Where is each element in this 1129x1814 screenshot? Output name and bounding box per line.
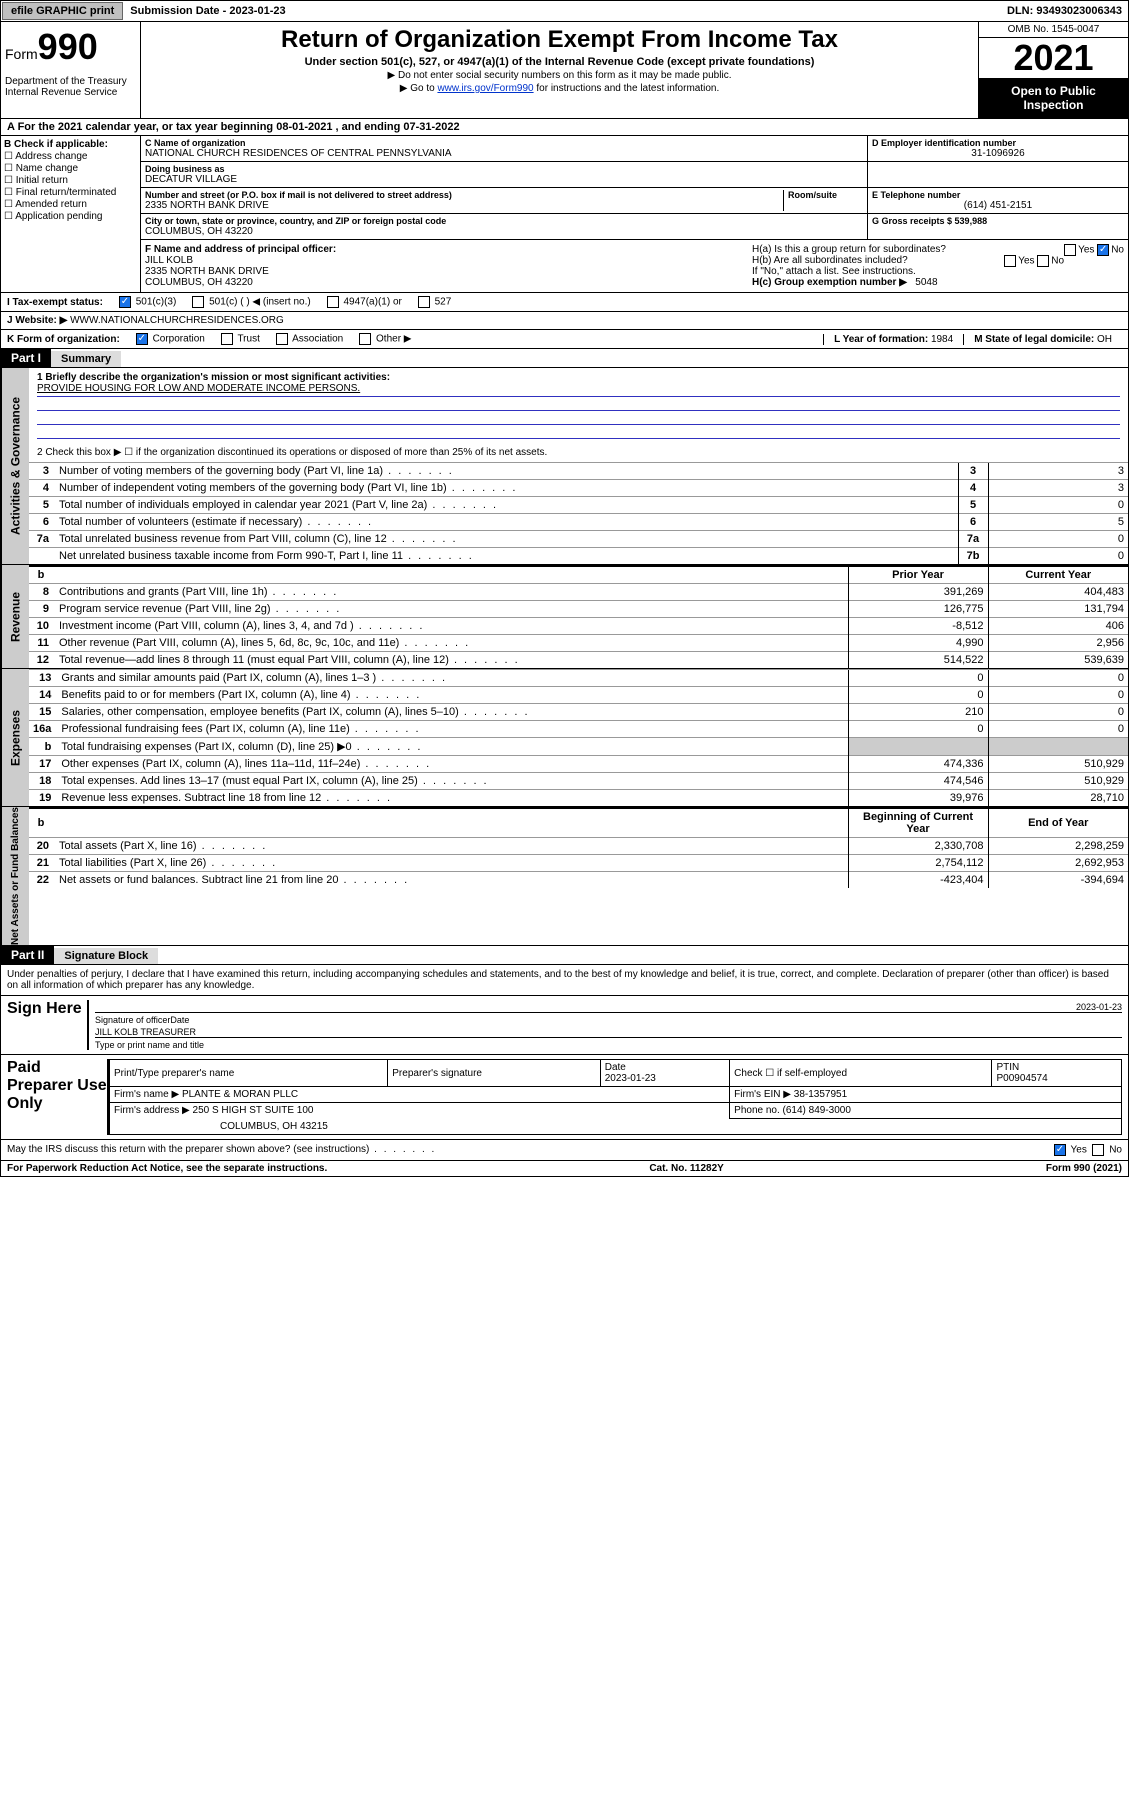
ck-4947[interactable] xyxy=(327,296,339,308)
omb-number: OMB No. 1545-0047 xyxy=(979,22,1128,38)
irs-link[interactable]: www.irs.gov/Form990 xyxy=(437,83,533,94)
ssn-note: ▶ Do not enter social security numbers o… xyxy=(147,70,972,81)
section-netassets: Net Assets or Fund Balances bBeginning o… xyxy=(0,807,1129,946)
tax-year: 2021 xyxy=(979,38,1128,78)
ck-amended[interactable]: ☐ Amended return xyxy=(4,199,137,210)
box-c-dba: Doing business as DECATUR VILLAGE xyxy=(141,162,868,187)
sign-here: Sign Here 2023-01-23 Signature of office… xyxy=(0,996,1129,1055)
box-f: F Name and address of principal officer:… xyxy=(141,240,748,292)
ck-corp[interactable]: ✓ xyxy=(136,333,148,345)
form-header: Form990 Department of the Treasury Inter… xyxy=(0,22,1129,119)
ck-address-change[interactable]: ☐ Address change xyxy=(4,151,137,162)
ck-discuss-no[interactable] xyxy=(1092,1144,1104,1156)
ck-final-return[interactable]: ☐ Final return/terminated xyxy=(4,187,137,198)
ck-527[interactable] xyxy=(418,296,430,308)
discuss-row: May the IRS discuss this return with the… xyxy=(0,1140,1129,1161)
paid-preparer: Paid Preparer Use Only Print/Type prepar… xyxy=(0,1055,1129,1140)
page-footer: For Paperwork Reduction Act Notice, see … xyxy=(0,1161,1129,1177)
submission-date-label: Submission Date - 2023-01-23 xyxy=(124,3,291,19)
part2-header: Part IISignature Block xyxy=(0,946,1129,965)
ck-assoc[interactable] xyxy=(276,333,288,345)
efile-print-button[interactable]: efile GRAPHIC print xyxy=(2,2,123,20)
dept-treasury: Department of the Treasury Internal Reve… xyxy=(5,76,136,98)
ck-trust[interactable] xyxy=(221,333,233,345)
box-d: D Employer identification number 31-1096… xyxy=(868,136,1128,161)
form-subtitle: Under section 501(c), 527, or 4947(a)(1)… xyxy=(147,56,972,68)
section-governance: Activities & Governance 1 Briefly descri… xyxy=(0,368,1129,565)
box-h: H(a) Is this a group return for subordin… xyxy=(748,240,1128,292)
section-revenue: Revenue bPrior YearCurrent Year8Contribu… xyxy=(0,565,1129,669)
dln: DLN: 93493023006343 xyxy=(1001,3,1128,19)
ck-app-pending[interactable]: ☐ Application pending xyxy=(4,211,137,222)
penalty-text: Under penalties of perjury, I declare th… xyxy=(0,965,1129,996)
officer-name: JILL KOLB TREASURER xyxy=(95,1027,196,1037)
ck-ha-yes[interactable] xyxy=(1064,244,1076,256)
box-j: J Website: ▶ WWW.NATIONALCHURCHRESIDENCE… xyxy=(0,312,1129,330)
section-expenses: Expenses 13Grants and similar amounts pa… xyxy=(0,669,1129,807)
form-title: Return of Organization Exempt From Incom… xyxy=(147,26,972,54)
box-i: I Tax-exempt status: ✓ 501(c)(3) 501(c) … xyxy=(0,293,1129,312)
ck-501c[interactable] xyxy=(192,296,204,308)
entity-grid: B Check if applicable: ☐ Address change … xyxy=(0,136,1129,293)
form-id-block: Form990 Department of the Treasury Inter… xyxy=(1,22,141,118)
box-b: B Check if applicable: ☐ Address change … xyxy=(1,136,141,292)
topbar: efile GRAPHIC print Submission Date - 20… xyxy=(0,0,1129,22)
ck-ha-no[interactable]: ✓ xyxy=(1097,244,1109,256)
ck-501c3[interactable]: ✓ xyxy=(119,296,131,308)
ck-discuss-yes[interactable]: ✓ xyxy=(1054,1144,1066,1156)
public-inspection: Open to Public Inspection xyxy=(979,78,1128,118)
box-klm: K Form of organization: ✓ Corporation Tr… xyxy=(0,330,1129,349)
netassets-table: bBeginning of Current YearEnd of Year20T… xyxy=(29,807,1128,888)
revenue-table: bPrior YearCurrent Year8Contributions an… xyxy=(29,565,1128,668)
mission-block: 1 Briefly describe the organization's mi… xyxy=(29,368,1128,443)
box-c-city: City or town, state or province, country… xyxy=(141,214,868,239)
ck-other[interactable] xyxy=(359,333,371,345)
goto-note: ▶ Go to www.irs.gov/Form990 for instruct… xyxy=(147,83,972,94)
ck-initial-return[interactable]: ☐ Initial return xyxy=(4,175,137,186)
box-g: G Gross receipts $ 539,988 xyxy=(868,214,1128,239)
box-e: E Telephone number (614) 451-2151 xyxy=(868,188,1128,213)
ck-name-change[interactable]: ☐ Name change xyxy=(4,163,137,174)
part1-header: Part ISummary xyxy=(0,349,1129,368)
box-c-name: C Name of organization NATIONAL CHURCH R… xyxy=(141,136,868,161)
ck-hb-no[interactable] xyxy=(1037,255,1049,267)
box-c-street: Number and street (or P.O. box if mail i… xyxy=(141,188,868,213)
governance-table: 3Number of voting members of the governi… xyxy=(29,462,1128,564)
line2: 2 Check this box ▶ ☐ if the organization… xyxy=(29,443,1128,462)
ck-hb-yes[interactable] xyxy=(1004,255,1016,267)
expenses-table: 13Grants and similar amounts paid (Part … xyxy=(29,669,1128,806)
period-row: A For the 2021 calendar year, or tax yea… xyxy=(0,119,1129,136)
